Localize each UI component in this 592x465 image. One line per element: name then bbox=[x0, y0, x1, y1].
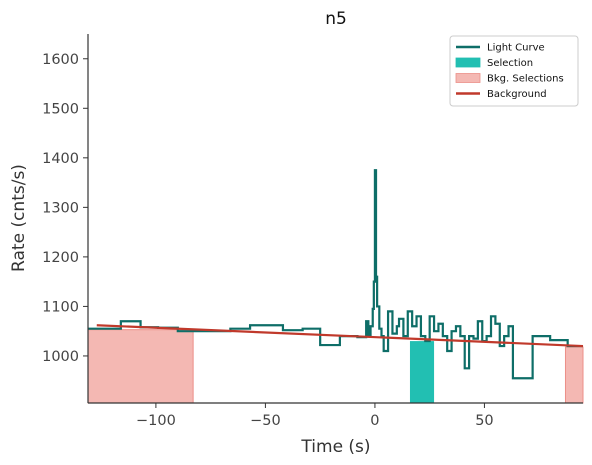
y-tick-label: 1300 bbox=[42, 200, 79, 216]
selection-regions bbox=[87, 329, 584, 404]
axes: −100 −50 0 50 1000 1100 1200 1300 1400 1500 1600 bbox=[42, 34, 583, 429]
series-light-curve bbox=[88, 169, 583, 380]
chart-title: n5 bbox=[325, 9, 347, 29]
y-tick-label: 1200 bbox=[42, 250, 79, 266]
source-selection-0 bbox=[409, 341, 435, 403]
legend-label: Selection bbox=[487, 58, 533, 69]
legend: Light Curve Selection Bkg. Selections Backg… bbox=[449, 35, 579, 107]
y-tick-label: 1600 bbox=[42, 52, 79, 68]
bkg-selection-0 bbox=[87, 329, 194, 404]
y-axis-label: Rate (cnts/s) bbox=[9, 164, 29, 272]
series-background bbox=[96, 324, 584, 348]
legend-swatch bbox=[455, 57, 481, 68]
y-tick-label: 1400 bbox=[42, 151, 79, 167]
legend-label: Bkg. Selections bbox=[487, 74, 564, 85]
x-tick-label: −100 bbox=[136, 413, 176, 429]
legend-label: Background bbox=[487, 89, 547, 100]
x-tick-label: 50 bbox=[475, 413, 493, 429]
x-tick-label: −50 bbox=[250, 413, 281, 429]
y-tick-label: 1100 bbox=[42, 299, 79, 315]
y-tick-label: 1500 bbox=[42, 101, 79, 117]
x-tick-label: 0 bbox=[370, 413, 379, 429]
series-group bbox=[88, 169, 584, 380]
legend-label: Light Curve bbox=[487, 43, 545, 54]
legend-box bbox=[449, 35, 579, 107]
x-axis-label: Time (s) bbox=[300, 437, 370, 457]
legend-swatch bbox=[455, 73, 481, 83]
y-tick-label: 1000 bbox=[42, 349, 79, 365]
bkg-selection-1 bbox=[564, 346, 584, 404]
